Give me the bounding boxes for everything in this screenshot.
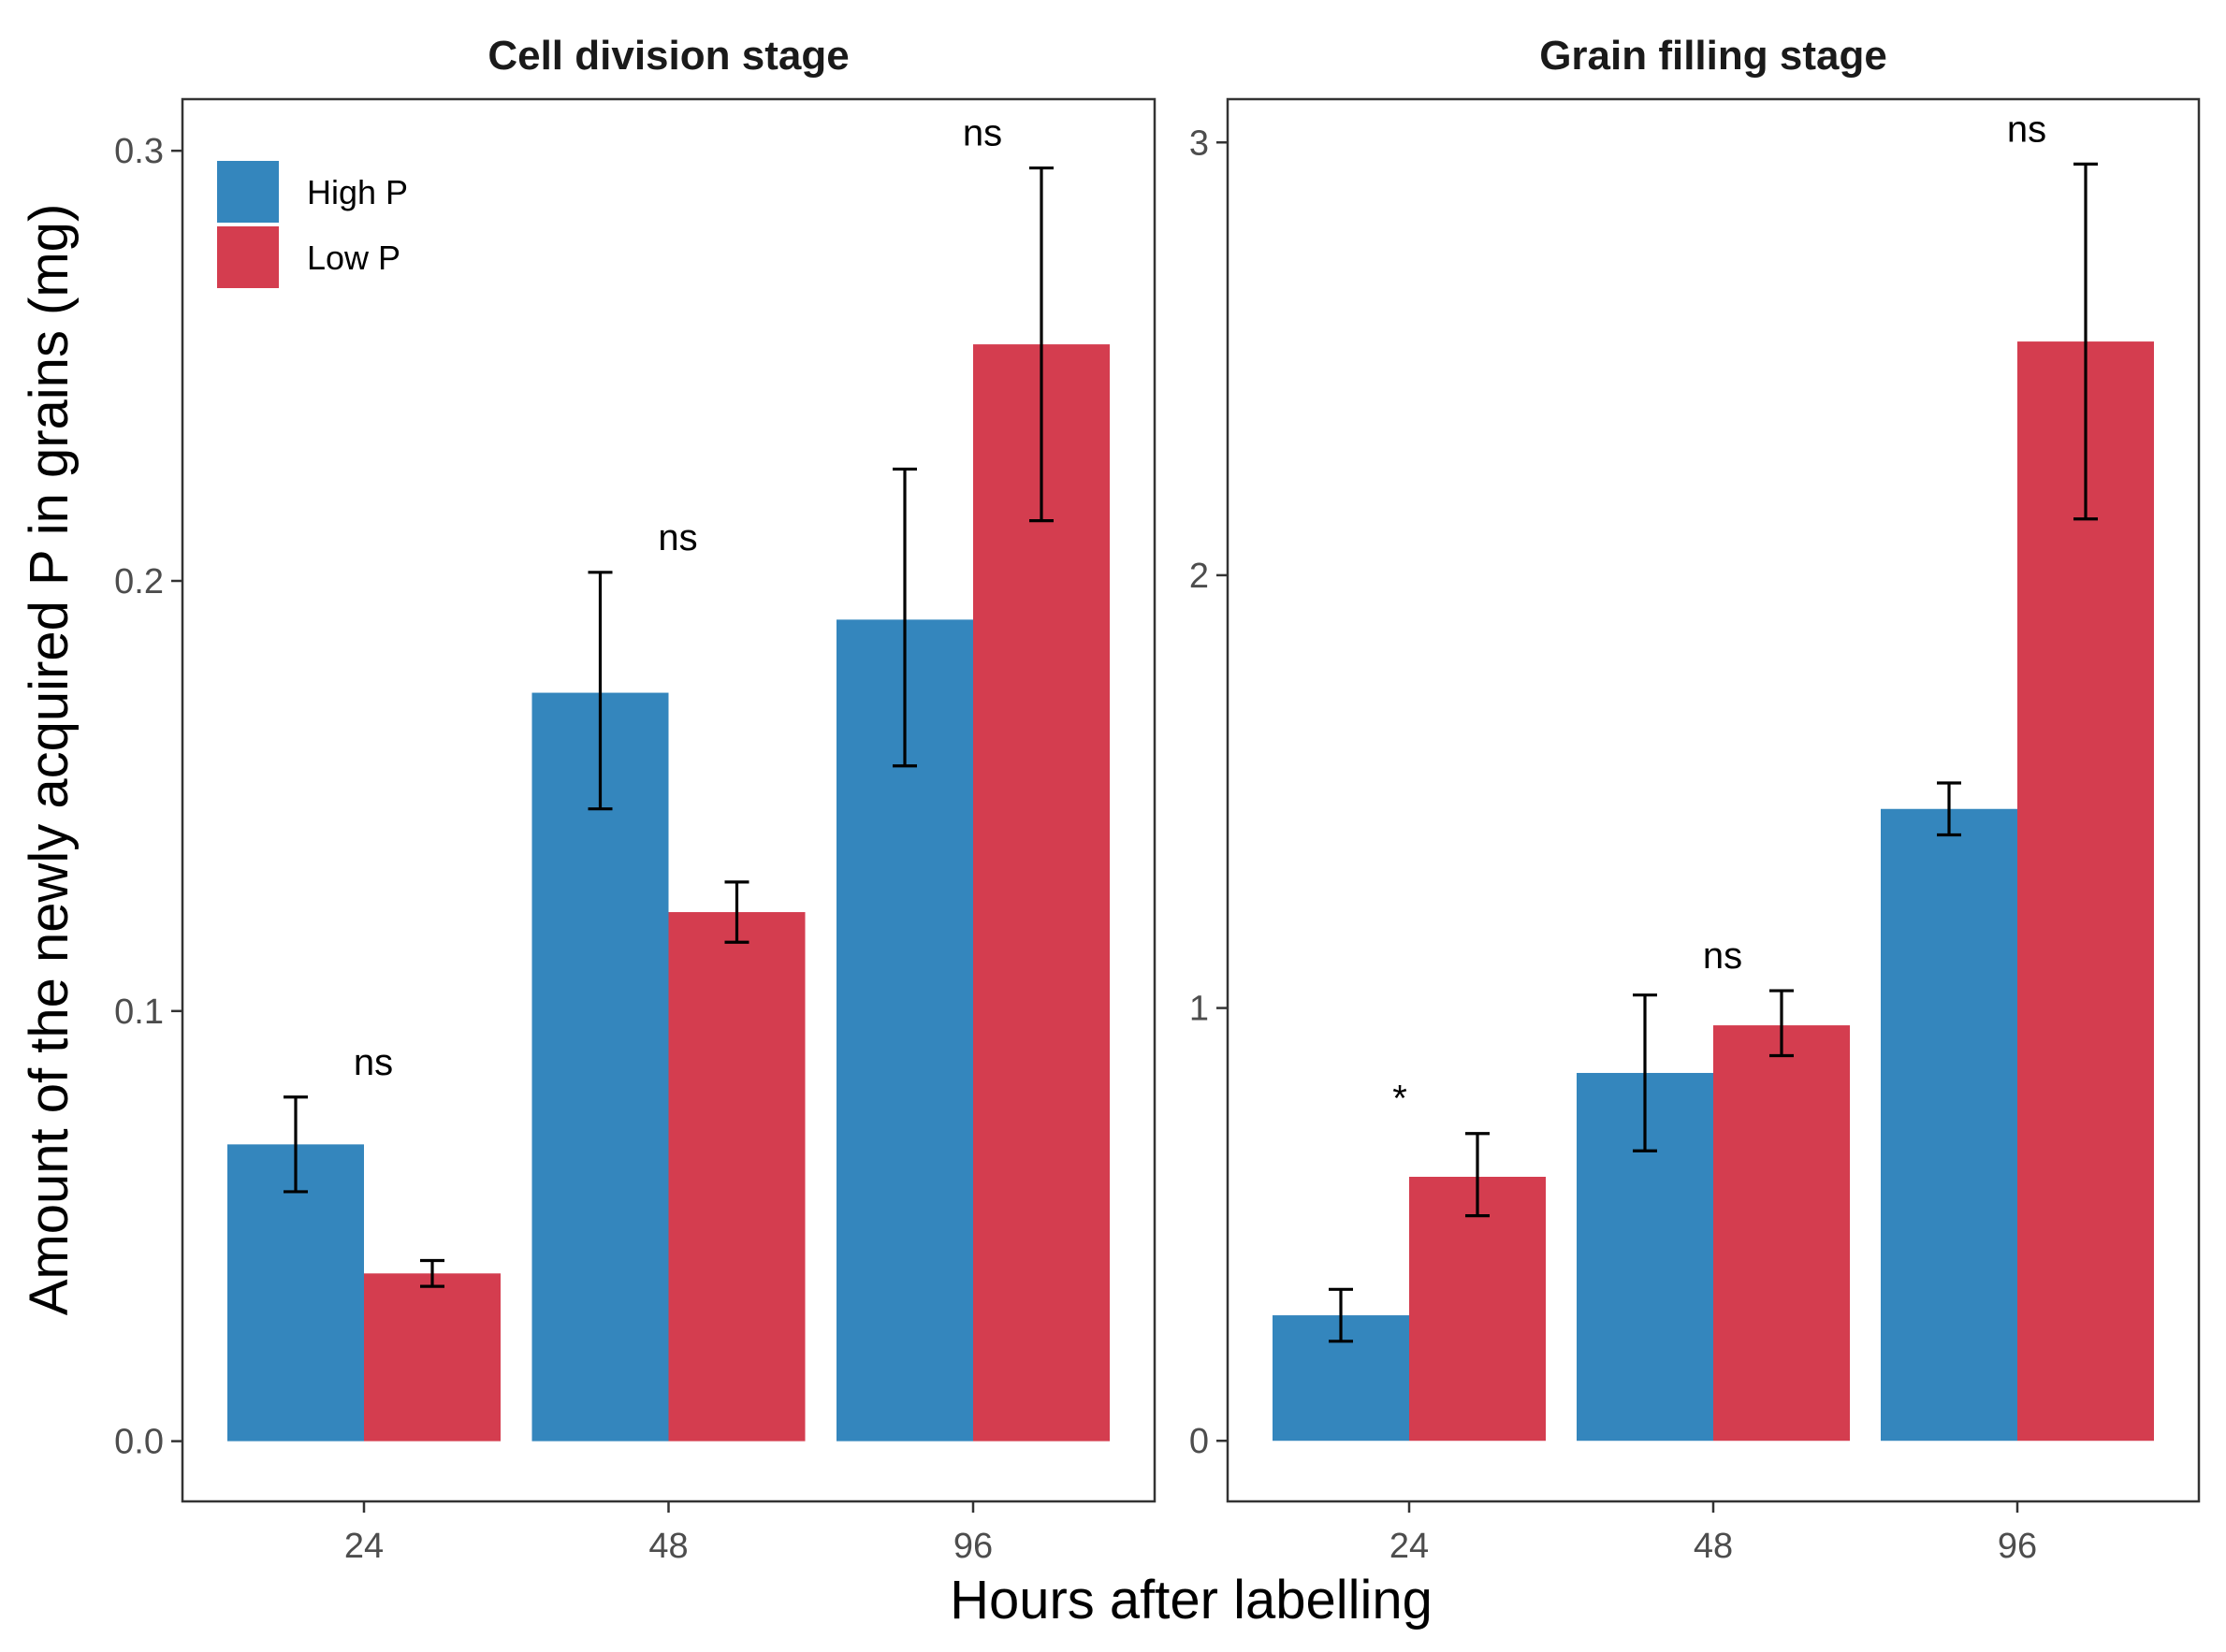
chart-legend: High P Low P (217, 161, 408, 288)
y-axis-title: Amount of the newly acquired P in grains… (19, 204, 80, 1316)
y-tick-label: 3 (1189, 123, 1209, 163)
legend-swatch-low-p (217, 226, 279, 288)
error-bar-low-p-24 (1465, 1132, 1490, 1218)
y-tick-label: 0.2 (114, 562, 164, 601)
x-tick-label: 24 (1389, 1527, 1429, 1566)
panel-1: Cell division stage ns 24 ns 48 ns 96 0.0 0.1 0.2… (114, 33, 1157, 1566)
x-axis-title: Hours after labelling (950, 1570, 1433, 1630)
panel-frame (1226, 97, 2201, 1503)
y-tick-label: 2 (1189, 557, 1209, 596)
x-tick-label: 48 (1694, 1527, 1733, 1566)
bar-low-p-48 (668, 912, 806, 1442)
legend-label: Low P (307, 239, 400, 277)
bar-high-p-48 (531, 692, 669, 1442)
bar-low-p-48 (1713, 1025, 1850, 1442)
legend-label: High P (307, 173, 408, 211)
panel-title: Cell division stage (487, 33, 849, 79)
significance-label-48: ns (1703, 935, 1742, 977)
y-tick-label: 0.0 (114, 1423, 164, 1462)
x-tick-label: 96 (953, 1527, 993, 1566)
y-tick-label: 0.1 (114, 993, 164, 1032)
error-bar-high-p-48 (1633, 993, 1657, 1152)
error-bar-high-p-96 (893, 467, 917, 768)
bar-low-p-96 (973, 344, 1110, 1442)
significance-label-24: ns (354, 1042, 393, 1083)
y-tick-label: 0 (1189, 1422, 1209, 1461)
error-bar-high-p-48 (588, 571, 613, 811)
bar-low-p-24 (364, 1273, 501, 1442)
significance-label-24: * (1392, 1079, 1407, 1120)
bar-low-p-24 (1409, 1177, 1546, 1442)
panel-2: Grain filling stage * 24 ns 48 ns 96 0 1 2 3 (1189, 33, 2201, 1566)
significance-label-96: ns (2007, 109, 2046, 150)
bar-high-p-24 (227, 1144, 364, 1442)
error-bar-low-p-48 (1769, 989, 1794, 1058)
significance-label-48: ns (658, 517, 697, 558)
error-bar-high-p-96 (1937, 781, 1961, 837)
error-bar-low-p-96 (1029, 166, 1054, 523)
panel-frame (181, 97, 1157, 1503)
significance-label-96: ns (963, 113, 1002, 154)
y-tick-label: 0.3 (114, 132, 164, 171)
x-tick-label: 24 (344, 1527, 384, 1566)
panel-title: Grain filling stage (1539, 33, 1887, 79)
legend-swatch-high-p (217, 161, 279, 223)
error-bar-high-p-24 (1329, 1287, 1353, 1343)
bar-low-p-96 (2017, 341, 2154, 1442)
bar-high-p-96 (1881, 808, 2017, 1442)
error-bar-low-p-48 (724, 880, 749, 944)
x-tick-label: 48 (648, 1527, 688, 1566)
error-bar-low-p-24 (420, 1258, 444, 1288)
error-bar-low-p-96 (2073, 162, 2098, 521)
error-bar-high-p-24 (284, 1095, 308, 1194)
x-tick-label: 96 (1998, 1527, 2037, 1566)
y-tick-label: 1 (1189, 990, 1209, 1029)
